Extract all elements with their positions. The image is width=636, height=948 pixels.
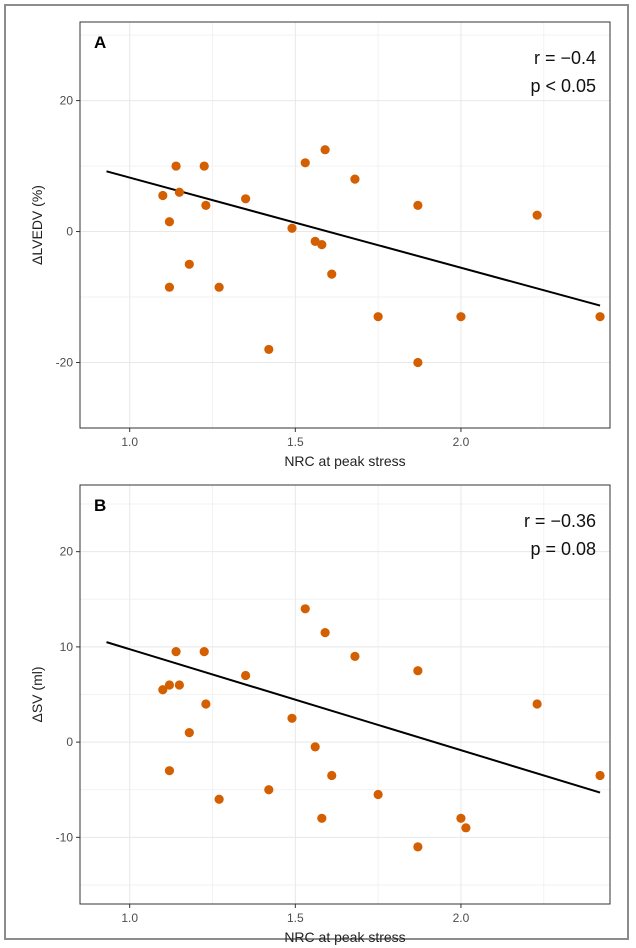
data-point — [413, 357, 423, 368]
y-tick-label: -10 — [56, 830, 74, 844]
data-point — [287, 223, 297, 233]
data-point — [317, 240, 327, 250]
y-tick-label: 20 — [60, 94, 74, 108]
data-point — [532, 699, 542, 709]
x-axis-title: NRC at peak stress — [284, 453, 405, 469]
y-axis-title: ΔSV (ml) — [29, 666, 45, 722]
data-point — [350, 174, 360, 184]
y-tick-label: -20 — [56, 356, 74, 370]
chart-panel-a: 1.0 1.5 2.0 -20 0 20 Ar = −0.4 p < 0.05 NRC at p… — [29, 21, 611, 469]
data-point — [595, 770, 605, 781]
data-point — [320, 628, 330, 638]
data-point — [300, 158, 310, 168]
data-point — [300, 604, 310, 614]
data-point — [327, 770, 337, 781]
y-tick-label: 0 — [66, 225, 73, 239]
data-point — [456, 312, 466, 322]
panel-label: B — [94, 496, 106, 515]
panel-label: A — [94, 33, 106, 52]
y-tick-label: 10 — [60, 640, 74, 654]
data-point — [413, 842, 423, 852]
regression-line — [106, 170, 601, 307]
data-point — [264, 785, 274, 795]
data-point — [214, 794, 224, 804]
y-tick-label: 0 — [66, 735, 73, 749]
data-point — [201, 200, 211, 210]
chart-panel-b: 1.0 1.5 2.0 -10 0 10 20 Br = −0.36 p = 0.08 NRC a… — [29, 484, 611, 945]
data-point — [164, 217, 175, 227]
data-point — [174, 187, 184, 197]
data-point — [461, 823, 471, 833]
data-point — [174, 680, 184, 690]
stat-r: r = −0.4 — [534, 48, 596, 68]
x-tick-label: 2.0 — [453, 435, 470, 449]
data-point — [532, 210, 542, 220]
data-point — [199, 647, 209, 657]
data-point — [184, 727, 194, 738]
data-point — [158, 685, 168, 695]
figure-frame — [4, 4, 629, 940]
stat-r: r = −0.36 — [524, 511, 596, 531]
stat-p: p < 0.05 — [530, 76, 596, 96]
plot-area-border — [79, 21, 611, 429]
x-tick-label: 1.0 — [121, 435, 138, 449]
data-point — [595, 312, 605, 322]
data-point — [373, 312, 383, 322]
data-point — [241, 670, 251, 681]
data-point — [171, 647, 181, 657]
data-point — [214, 282, 224, 292]
data-point — [201, 699, 211, 709]
data-point — [184, 259, 194, 269]
data-point — [164, 282, 175, 292]
x-tick-label: 1.0 — [121, 911, 138, 925]
data-point — [320, 145, 330, 155]
data-point — [164, 680, 175, 690]
data-point — [199, 161, 209, 171]
data-point — [171, 161, 181, 171]
regression-line — [106, 641, 601, 794]
data-point — [287, 713, 297, 723]
data-point — [413, 666, 423, 676]
data-point — [373, 789, 383, 800]
x-tick-label: 1.5 — [287, 911, 304, 925]
data-point — [327, 269, 337, 279]
data-point — [310, 742, 320, 752]
data-point — [456, 813, 466, 823]
stat-p: p = 0.08 — [530, 539, 596, 559]
x-tick-label: 2.0 — [453, 911, 470, 925]
x-axis-title: NRC at peak stress — [284, 929, 405, 945]
x-tick-label: 1.5 — [287, 435, 304, 449]
y-tick-label: 20 — [60, 545, 74, 559]
data-point — [317, 813, 327, 823]
data-point — [164, 766, 175, 776]
data-point — [350, 651, 360, 662]
data-point — [241, 194, 251, 204]
plot-area-border — [79, 484, 611, 905]
data-point — [264, 344, 274, 355]
y-axis-title: ΔLVEDV (%) — [29, 185, 45, 265]
data-point — [413, 200, 423, 210]
data-point — [158, 190, 168, 201]
